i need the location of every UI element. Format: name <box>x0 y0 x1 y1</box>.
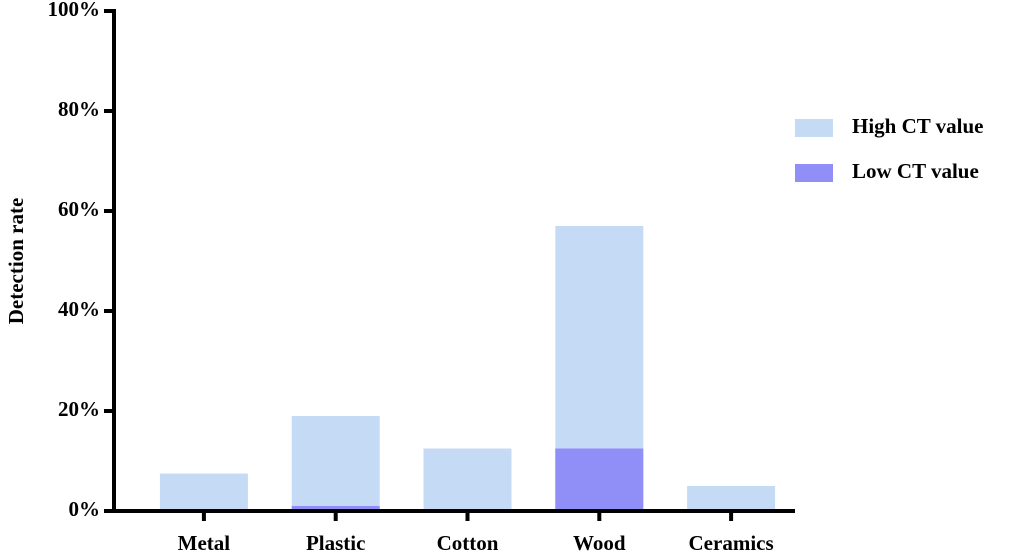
bar <box>423 448 512 511</box>
legend-swatch <box>795 164 833 182</box>
x-tick-label: Cotton <box>437 531 499 555</box>
legend-swatch <box>795 119 833 137</box>
y-tick-label: 0% <box>69 497 101 521</box>
x-tick-label: Wood <box>573 531 626 555</box>
bar <box>159 473 248 511</box>
bar <box>291 506 380 511</box>
y-tick-label: 40% <box>58 297 100 321</box>
x-tick-label: Plastic <box>306 531 365 555</box>
legend-label: High CT value <box>852 114 983 138</box>
x-tick-label: Ceramics <box>689 531 774 555</box>
legend-label: Low CT value <box>852 159 979 183</box>
bar <box>687 486 776 511</box>
y-tick-label: 60% <box>58 197 100 221</box>
y-tick-label: 100% <box>48 0 101 21</box>
x-tick-label: Metal <box>178 531 231 555</box>
bar <box>555 448 644 511</box>
y-axis-label: Detection rate <box>4 198 28 325</box>
bar <box>291 416 380 511</box>
y-tick-label: 20% <box>58 397 100 421</box>
y-tick-label: 80% <box>58 97 100 121</box>
